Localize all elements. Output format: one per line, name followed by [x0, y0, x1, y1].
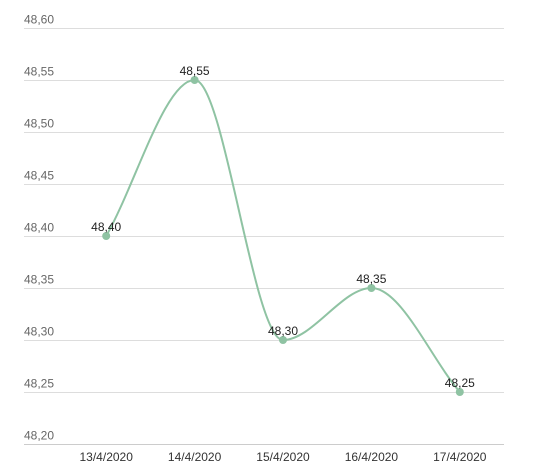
data-point [279, 336, 287, 344]
y-tick-label: 48,35 [24, 273, 54, 287]
data-point [190, 76, 199, 84]
y-axis-tick-labels: 48,20 48,25 48,30 48,35 48,40 48,45 48,50 48,55… [24, 13, 54, 443]
y-tick-label: 48,50 [24, 117, 54, 131]
data-label: 48,25 [445, 376, 475, 390]
x-axis-tick-labels: 13/4/2020 14/4/2020 15/4/2020 16/4/2020 17/4… [80, 450, 487, 464]
x-tick-label: 13/4/2020 [80, 450, 134, 464]
y-tick-label: 48,25 [24, 377, 54, 391]
data-point [102, 232, 111, 240]
x-tick-label: 17/4/2020 [433, 450, 487, 464]
series-layer [102, 76, 464, 396]
data-label: 48,40 [91, 220, 121, 234]
y-tick-label: 48,40 [24, 221, 54, 235]
y-tick-label: 48,60 [24, 13, 54, 27]
data-label: 48,30 [268, 324, 298, 338]
x-tick-label: 14/4/2020 [168, 450, 222, 464]
y-tick-label: 48,45 [24, 169, 54, 183]
series-line [105, 78, 461, 393]
data-labels: 48,40 48,55 48,30 48,35 48,25 [91, 64, 475, 390]
data-label: 48,55 [180, 64, 210, 78]
y-tick-label: 48,30 [24, 325, 54, 339]
y-tick-label: 48,55 [24, 65, 54, 79]
y-tick-label: 48,20 [24, 429, 54, 443]
data-point [367, 284, 376, 292]
x-tick-label: 16/4/2020 [345, 450, 399, 464]
data-label: 48,35 [356, 272, 386, 286]
x-tick-label: 15/4/2020 [256, 450, 310, 464]
gridlines [24, 28, 504, 445]
data-point [455, 388, 464, 396]
